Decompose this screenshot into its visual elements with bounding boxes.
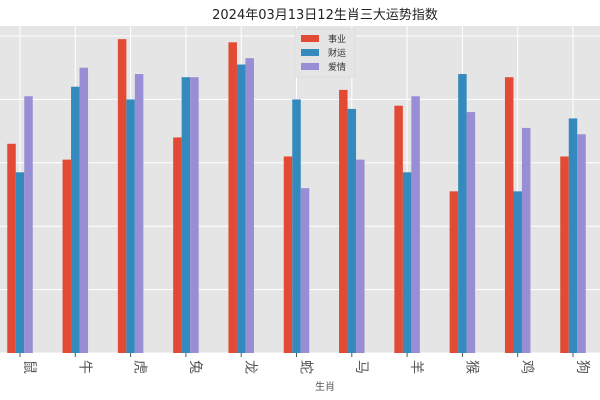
- bar-财运-马: [347, 108, 357, 353]
- x-tick-label: 蛇: [298, 360, 314, 374]
- legend-swatch: [301, 49, 319, 56]
- bar-爱情-虎: [134, 74, 144, 353]
- legend-label: 事业: [328, 33, 346, 45]
- x-tick-label: 鼠: [21, 360, 37, 374]
- x-axis-label: 生肖: [315, 380, 335, 393]
- bar-事业-牛: [62, 159, 72, 353]
- bar-财运-鸡: [513, 191, 522, 353]
- bar-事业-龙: [228, 42, 237, 354]
- bar-爱情-猴: [466, 112, 476, 353]
- bar-爱情-牛: [79, 67, 89, 353]
- bar-财运-虎: [126, 99, 135, 354]
- bar-事业-猴: [449, 191, 459, 353]
- bar-财运-狗: [568, 118, 578, 353]
- bar-爱情-鸡: [521, 127, 531, 354]
- bar-事业-羊: [394, 105, 403, 354]
- bar-财运-猴: [458, 74, 467, 353]
- bar-事业-鼠: [7, 143, 16, 353]
- x-tick-label: 兔: [187, 360, 203, 374]
- legend-swatch: [301, 35, 319, 42]
- bar-爱情-鼠: [24, 96, 33, 353]
- bar-事业-蛇: [283, 156, 293, 353]
- x-tick-label: 虎: [132, 360, 148, 374]
- bar-爱情-兔: [190, 77, 199, 354]
- bar-财运-蛇: [292, 99, 301, 354]
- bar-爱情-龙: [245, 58, 254, 353]
- x-tick-label: 鸡: [519, 360, 536, 374]
- bar-事业-兔: [173, 137, 182, 353]
- x-tick-label: 猴: [463, 360, 479, 374]
- bar-爱情-狗: [577, 134, 586, 353]
- bar-事业-虎: [117, 39, 127, 354]
- x-tick-label: 羊: [408, 360, 424, 374]
- bar-财运-牛: [71, 86, 80, 353]
- bar-财运-鼠: [15, 172, 25, 353]
- bar-事业-马: [339, 89, 348, 353]
- bar-财运-兔: [181, 77, 191, 354]
- bar-事业-狗: [560, 156, 569, 353]
- x-tick-label: 狗: [574, 360, 590, 374]
- chart-title: 2024年03月13日12生肖三大运势指数: [212, 7, 438, 23]
- x-tick-label: 龙: [242, 360, 258, 374]
- bar-爱情-蛇: [300, 188, 310, 353]
- bar-事业-鸡: [504, 77, 514, 354]
- bar-财运-龙: [236, 64, 246, 353]
- bar-财运-羊: [402, 172, 412, 353]
- x-tick-label: 牛: [76, 360, 92, 374]
- bar-爱情-马: [356, 159, 365, 353]
- bar-爱情-羊: [411, 96, 420, 353]
- legend-label: 财运: [328, 47, 346, 59]
- legend-swatch: [301, 63, 319, 70]
- x-tick-label: 马: [353, 360, 369, 374]
- legend-label: 爱情: [328, 61, 346, 73]
